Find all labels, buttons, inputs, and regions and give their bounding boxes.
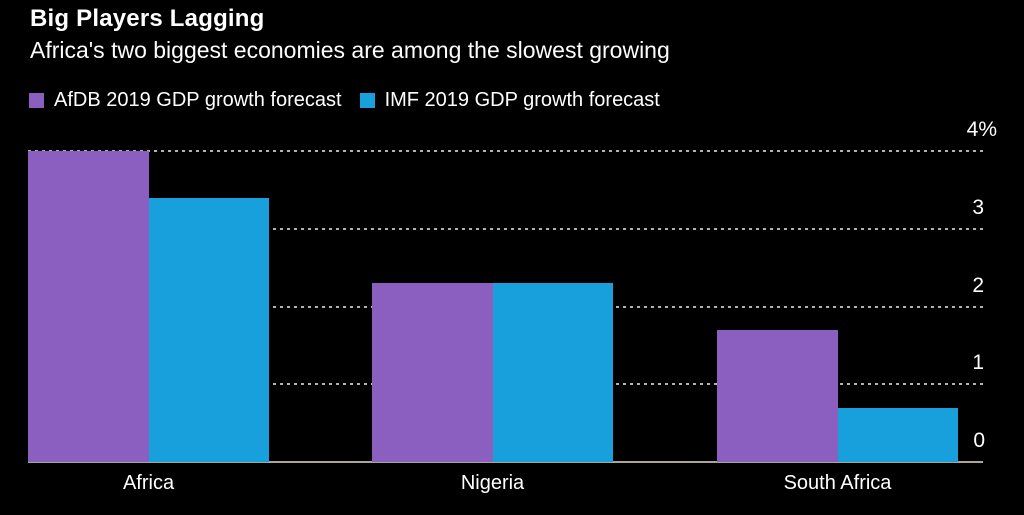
y-axis-tick-3: 3 <box>972 195 984 219</box>
bar-nigeria-afdb <box>372 283 493 462</box>
chart-title: Big Players Lagging <box>30 5 265 32</box>
y-axis-tick-0: 0 <box>973 429 985 452</box>
afdb-series-label: AfDB 2019 GDP growth forecast <box>54 89 342 111</box>
y-axis-tick-4: 4% <box>966 118 997 141</box>
bar-africa-afdb <box>28 151 149 462</box>
imf-series-label: IMF 2019 GDP growth forecast <box>384 89 660 111</box>
bar-nigeria-imf <box>492 283 613 462</box>
x-axis-label-africa: Africa <box>122 472 175 494</box>
gridline-4 <box>28 150 983 152</box>
chart-legend: AfDB 2019 GDP growth forecast IMF 2019 G… <box>29 89 660 112</box>
imf-series-swatch-icon <box>359 93 375 108</box>
bar-south-africa-imf <box>837 407 958 462</box>
x-axis-label-south-africa: South Africa <box>783 472 892 494</box>
legend-item-imf: IMF 2019 GDP growth forecast <box>359 89 660 112</box>
gridline-3 <box>28 227 983 230</box>
bar-south-africa-afdb <box>717 329 838 462</box>
chart-subtitle: Africa's two biggest economies are among… <box>30 37 670 63</box>
x-axis-baseline <box>28 461 983 463</box>
x-axis-label-nigeria: Nigeria <box>460 472 525 494</box>
y-axis-tick-1: 1 <box>972 351 984 375</box>
legend-item-afdb: AfDB 2019 GDP growth forecast <box>29 89 342 112</box>
afdb-series-swatch-icon <box>29 93 44 108</box>
y-axis-tick-2: 2 <box>972 273 984 297</box>
bar-africa-imf <box>148 197 269 462</box>
